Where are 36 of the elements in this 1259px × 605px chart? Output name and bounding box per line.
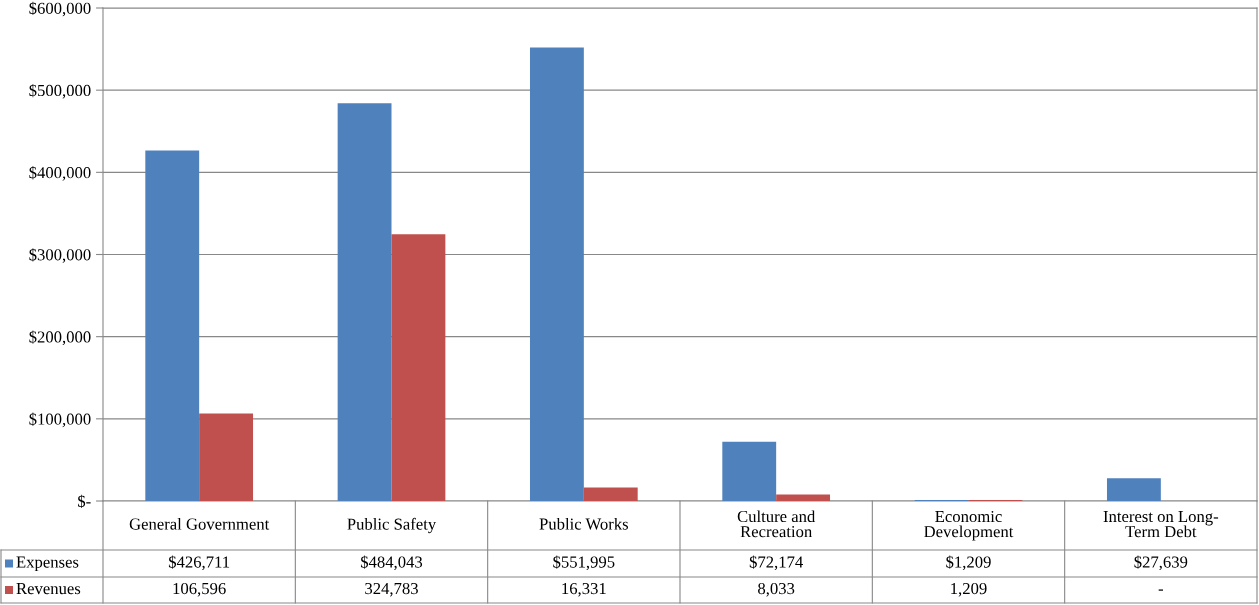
- data-label: 106,596: [173, 582, 226, 597]
- data-label: $27,639: [1134, 555, 1188, 571]
- bar: [722, 441, 777, 501]
- data-label: $551,995: [553, 555, 615, 571]
- y-tick-label: $100,000: [29, 412, 91, 428]
- legend-label: Expenses: [16, 556, 79, 572]
- bar: [199, 413, 254, 501]
- data-label: $72,174: [749, 555, 803, 571]
- y-tick-label: $500,000: [29, 83, 91, 99]
- y-tick-label: $600,000: [29, 1, 91, 17]
- bar: [776, 494, 831, 501]
- y-tick-label: $200,000: [29, 330, 91, 346]
- x-tick-label: Culture and Recreation: [737, 510, 816, 538]
- data-label: $426,711: [168, 555, 230, 571]
- data-label: 1,209: [951, 582, 987, 597]
- bar: [583, 487, 638, 501]
- data-label: $1,209: [946, 555, 991, 571]
- data-label: 8,033: [758, 582, 795, 597]
- data-label: 16,331: [562, 582, 606, 597]
- y-tick-label: $-: [78, 494, 91, 509]
- data-label: -: [1158, 589, 1164, 591]
- data-label: $484,043: [360, 555, 423, 571]
- legend-label: Revenues: [16, 583, 81, 595]
- bar: [337, 103, 392, 501]
- y-tick-label: $400,000: [29, 166, 91, 181]
- x-tick-label: Interest on Long- Term Debt: [1103, 510, 1219, 538]
- data-label: 324,783: [365, 582, 418, 597]
- bar: [1106, 478, 1161, 501]
- x-tick-label: General Government: [129, 517, 270, 530]
- x-tick-label: Public Works: [539, 517, 629, 530]
- y-tick-label: $300,000: [29, 248, 91, 263]
- bar: [391, 234, 446, 501]
- x-tick-label: Public Safety: [347, 517, 437, 534]
- bar: [529, 47, 584, 501]
- bar: [145, 150, 200, 501]
- x-tick-label: Economic Development: [924, 510, 1014, 541]
